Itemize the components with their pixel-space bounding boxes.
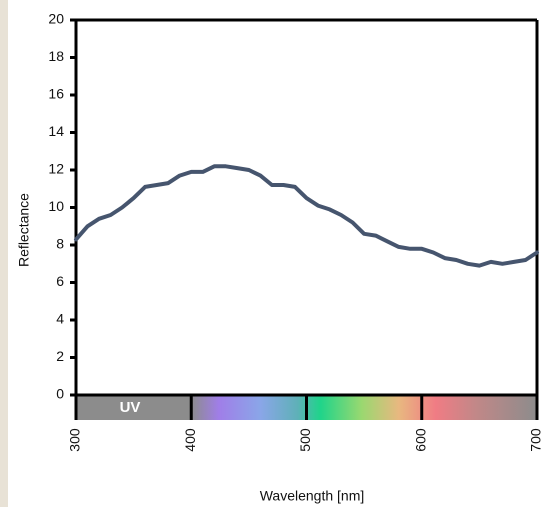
y-tick-label: 6 <box>56 273 64 289</box>
y-tick-label: 20 <box>48 11 64 27</box>
x-tick-label: 400 <box>182 428 198 452</box>
y-tick-label: 4 <box>56 311 64 327</box>
y-tick-label: 18 <box>48 48 64 64</box>
data-line <box>74 164 539 268</box>
y-axis-label: Reflectance <box>16 193 32 267</box>
y-tick-label: 2 <box>56 348 64 364</box>
band-label: UV <box>120 399 141 416</box>
y-tick-label: 16 <box>48 86 64 102</box>
y-tick-label: 14 <box>48 123 64 139</box>
x-tick-label: 500 <box>297 428 313 452</box>
y-tick-label: 8 <box>56 236 64 252</box>
y-tick-label: 10 <box>48 198 64 214</box>
y-tick-label: 0 <box>56 386 64 402</box>
x-axis-label: Wavelength [nm] <box>260 488 365 504</box>
x-tick-label: 300 <box>67 428 83 452</box>
y-tick-label: 12 <box>48 161 64 177</box>
x-tick-label: 700 <box>528 428 544 452</box>
photo-edge <box>0 0 8 507</box>
x-tick-label: 600 <box>412 428 428 452</box>
